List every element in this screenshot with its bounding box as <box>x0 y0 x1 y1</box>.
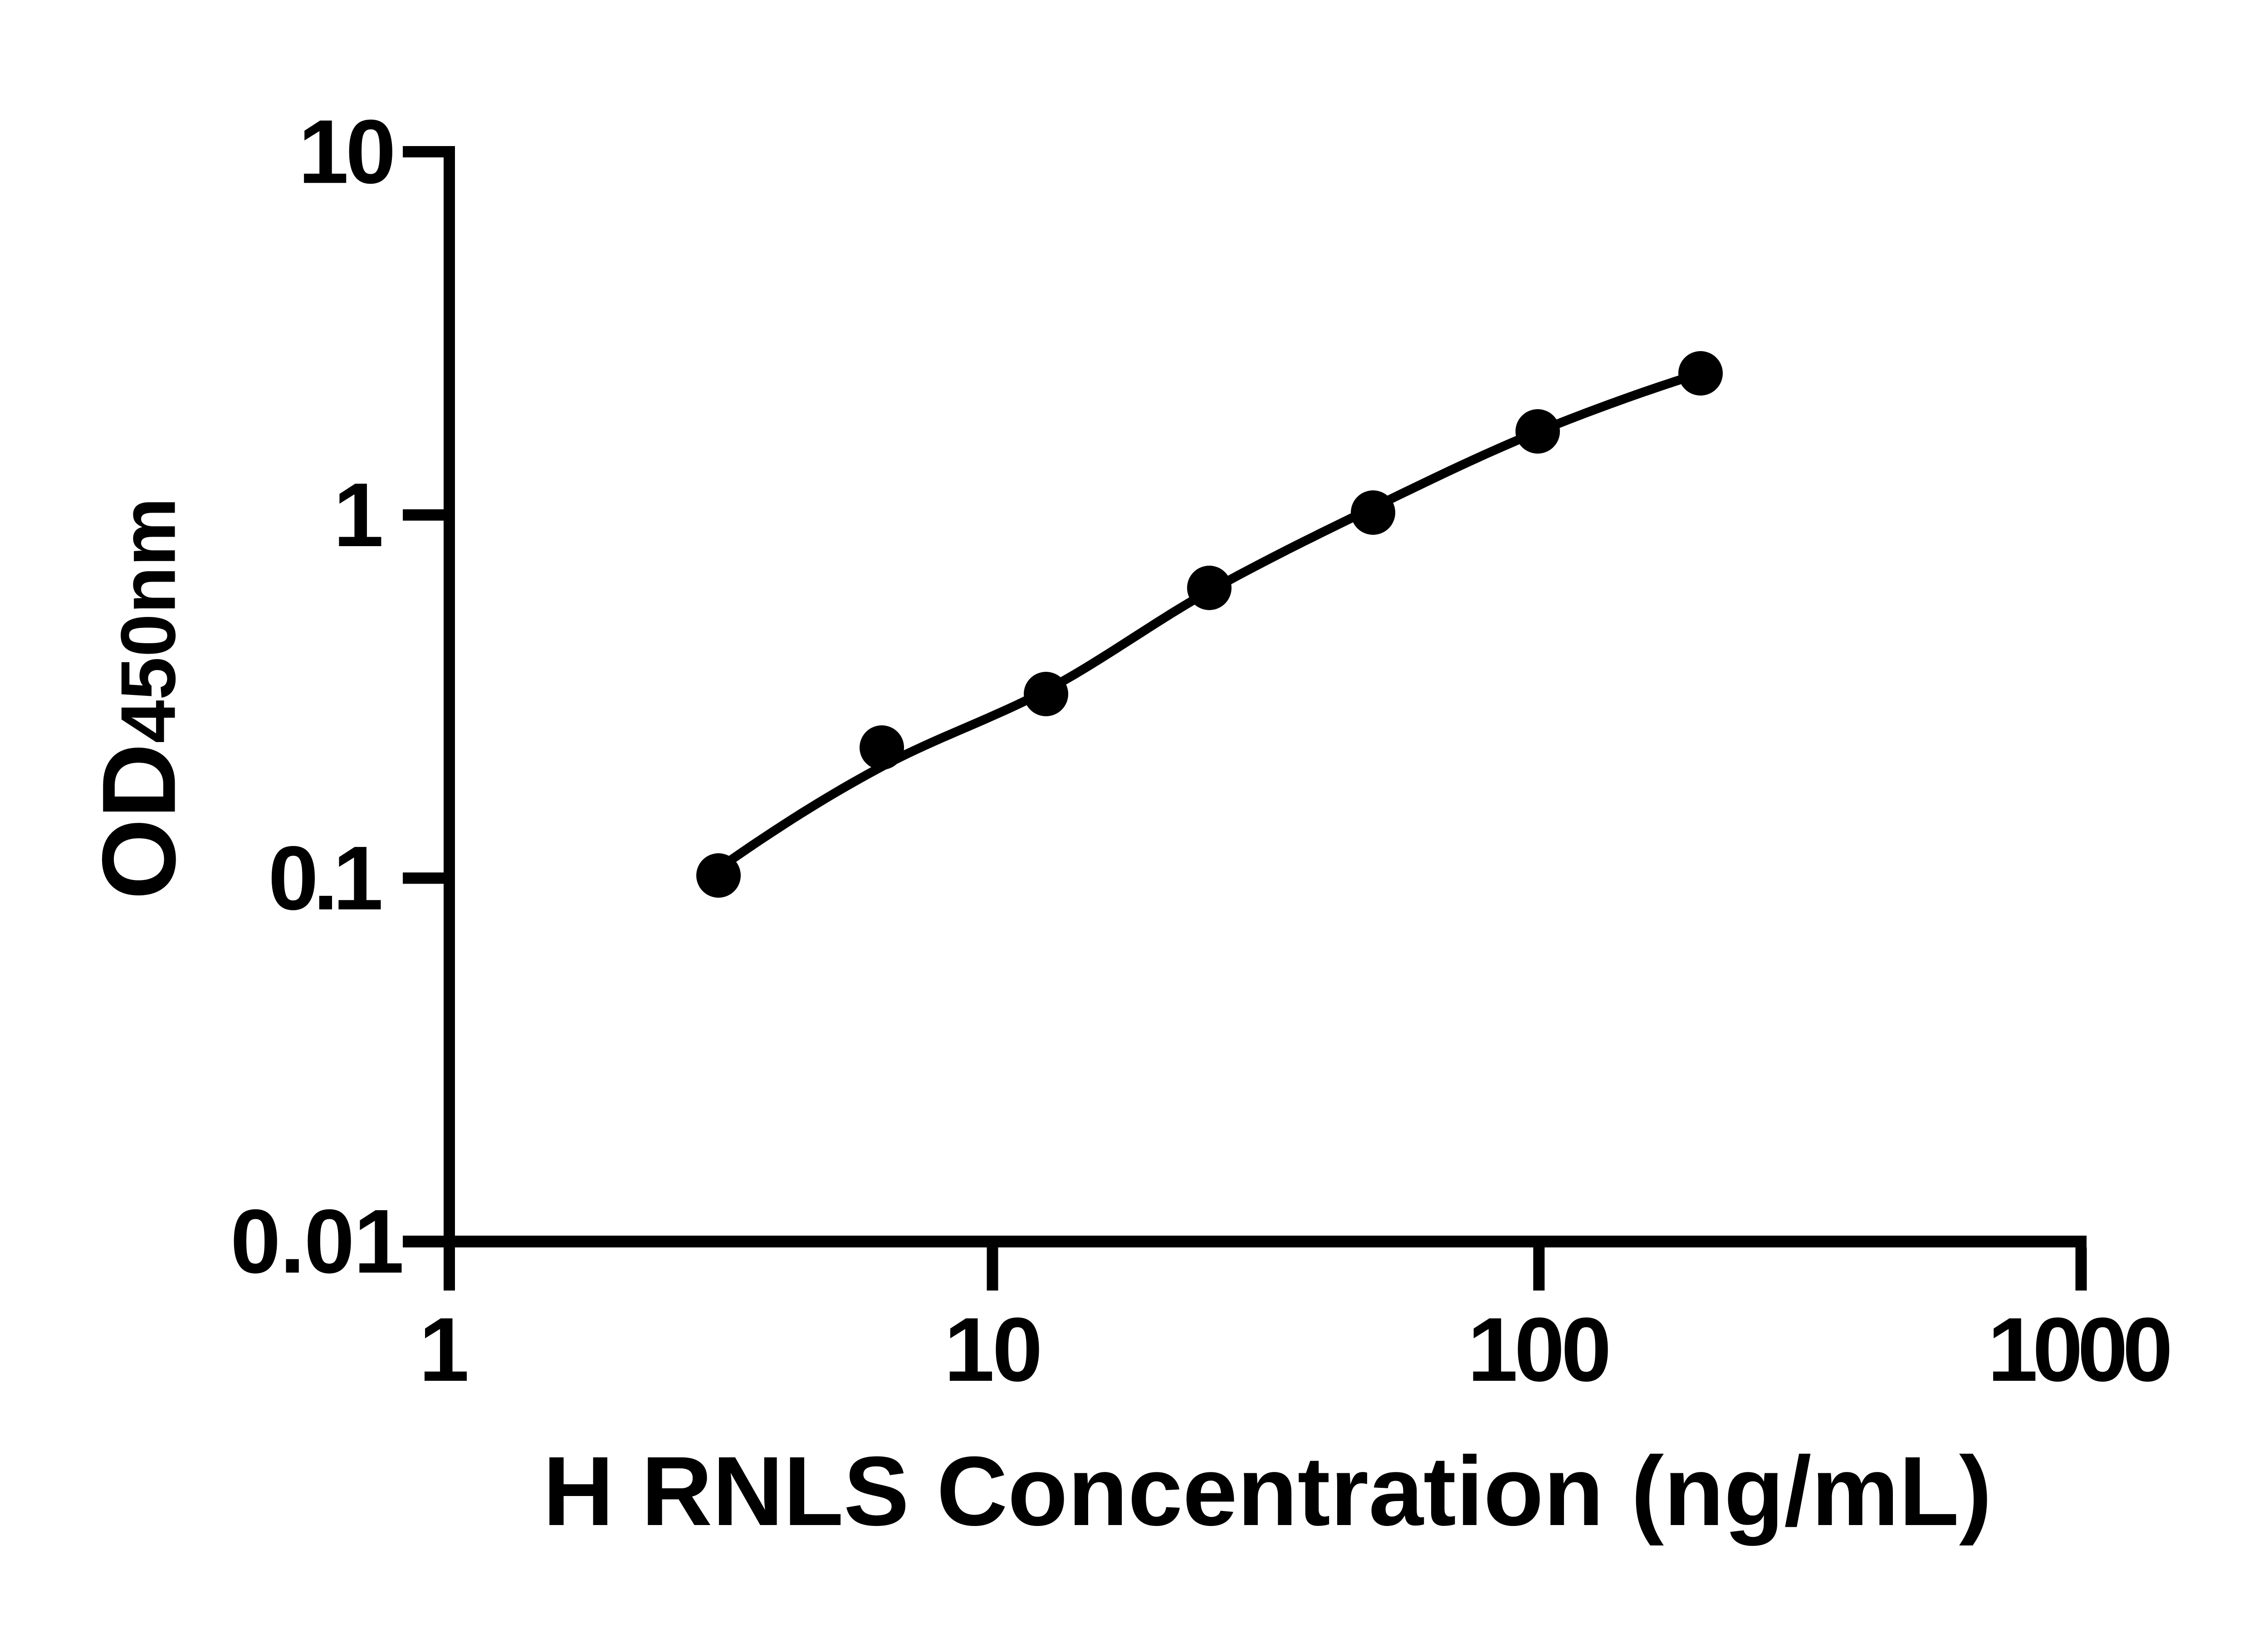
svg-text:10: 10 <box>298 101 393 202</box>
svg-text:1: 1 <box>333 464 384 566</box>
svg-text:100: 100 <box>1467 1299 1608 1400</box>
svg-text:0.01: 0.01 <box>230 1191 403 1292</box>
svg-text:H RNLS Concentration (ng/mL): H RNLS Concentration (ng/mL) <box>543 1436 1992 1546</box>
svg-text:1000: 1000 <box>1988 1299 2170 1400</box>
svg-text:1: 1 <box>419 1299 469 1400</box>
svg-text:OD450nm: OD450nm <box>81 498 197 900</box>
svg-text:10: 10 <box>944 1299 1040 1400</box>
svg-text:0.1: 0.1 <box>268 828 381 929</box>
